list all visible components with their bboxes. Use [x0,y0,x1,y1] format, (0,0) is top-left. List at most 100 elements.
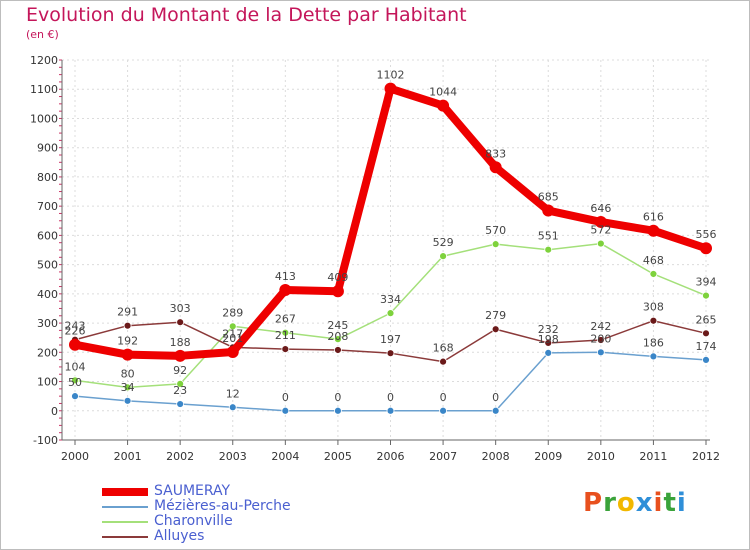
data-point [702,356,710,364]
data-label: 289 [222,306,243,319]
y-tick-label: 1100 [30,83,58,96]
data-label: 267 [275,313,296,326]
data-point [176,318,185,327]
data-point [334,346,342,354]
data-label: 232 [538,323,559,336]
data-point [596,348,605,357]
data-point [649,352,658,361]
line-chart: -100010020030040050060070080090010001100… [30,54,720,463]
data-label: 334 [380,293,401,306]
data-point [702,329,710,338]
data-point [544,348,553,357]
data-label: 200 [590,332,611,345]
legend-label-alluyes: Alluyes [154,528,205,544]
data-label: 201 [222,332,243,345]
data-label: 291 [117,306,138,319]
data-label: 226 [65,325,86,338]
data-point [281,345,290,353]
data-label: 685 [538,191,559,204]
data-label: 551 [538,230,559,243]
logo-letter: o [616,488,636,518]
data-point [279,284,292,297]
data-point [702,291,710,300]
data-point [386,309,395,318]
data-label: 242 [590,320,611,333]
x-tick-label: 2012 [692,450,720,463]
data-point [489,161,502,174]
data-point [596,239,605,248]
data-label: 468 [643,254,664,267]
data-point [334,335,342,344]
data-label: 616 [643,211,664,224]
data-label: 80 [121,367,135,380]
data-label: 0 [492,391,499,404]
data-point [331,285,344,298]
legend-swatch-charonville [102,521,148,523]
data-point [123,383,132,392]
data-point [491,240,500,249]
data-point [176,379,185,388]
data-label: 34 [121,381,135,394]
data-label: 0 [387,391,394,404]
logo-letter: i [676,488,687,518]
logo-letter: r [603,488,617,518]
x-tick-label: 2011 [639,450,667,463]
chart-subtitle: (en €) [26,28,59,41]
data-point [121,348,134,361]
data-point [123,396,132,405]
data-label: 279 [485,309,506,322]
x-tick-label: 2007 [429,450,457,463]
x-tick-label: 2000 [61,450,89,463]
data-point [69,338,81,351]
y-tick-label: 200 [37,346,58,359]
data-point [649,270,658,278]
data-label: 529 [433,236,454,249]
y-tick-label: 600 [37,229,58,242]
data-label: 394 [696,276,717,289]
data-point [71,376,79,385]
data-point [228,403,237,412]
data-point [386,406,395,415]
data-point [542,204,555,217]
legend-swatch-saumeray [102,488,148,496]
y-tick-label: 1200 [30,54,58,67]
data-point [384,82,397,95]
logo-letter: t [663,488,677,518]
legend-label-saumeray: SAUMERAY [154,483,231,499]
data-point [491,325,500,334]
x-tick-label: 2008 [482,450,510,463]
data-point [647,224,660,237]
data-point [596,336,605,344]
y-tick-label: 700 [37,200,58,213]
data-point [439,406,447,415]
y-tick-label: 0 [51,405,58,418]
data-label: 570 [485,224,506,237]
data-point [594,215,607,228]
data-label: 303 [170,302,191,315]
data-point [491,406,500,415]
data-point [176,400,185,408]
logo-letter: P [583,488,604,518]
data-label: 217 [222,327,243,340]
data-label: 243 [65,320,86,333]
logo-letter: x [635,488,654,518]
data-point [281,406,290,415]
data-label: 308 [643,301,664,314]
y-tick-label: 900 [37,142,58,155]
data-point [437,99,450,112]
data-point [281,328,290,337]
data-label: 197 [380,333,401,346]
x-tick-label: 2005 [324,450,352,463]
data-point [334,406,342,415]
plot-area [62,60,710,440]
data-point [544,245,553,254]
data-label: 833 [485,147,506,160]
data-label: 188 [170,336,191,349]
data-point [71,392,79,401]
logo-letter: i [653,488,664,518]
data-label: 265 [696,313,717,326]
x-tick-label: 2001 [114,450,142,463]
data-point [544,339,553,347]
data-label: 1102 [377,69,405,82]
data-label: 198 [538,333,559,346]
